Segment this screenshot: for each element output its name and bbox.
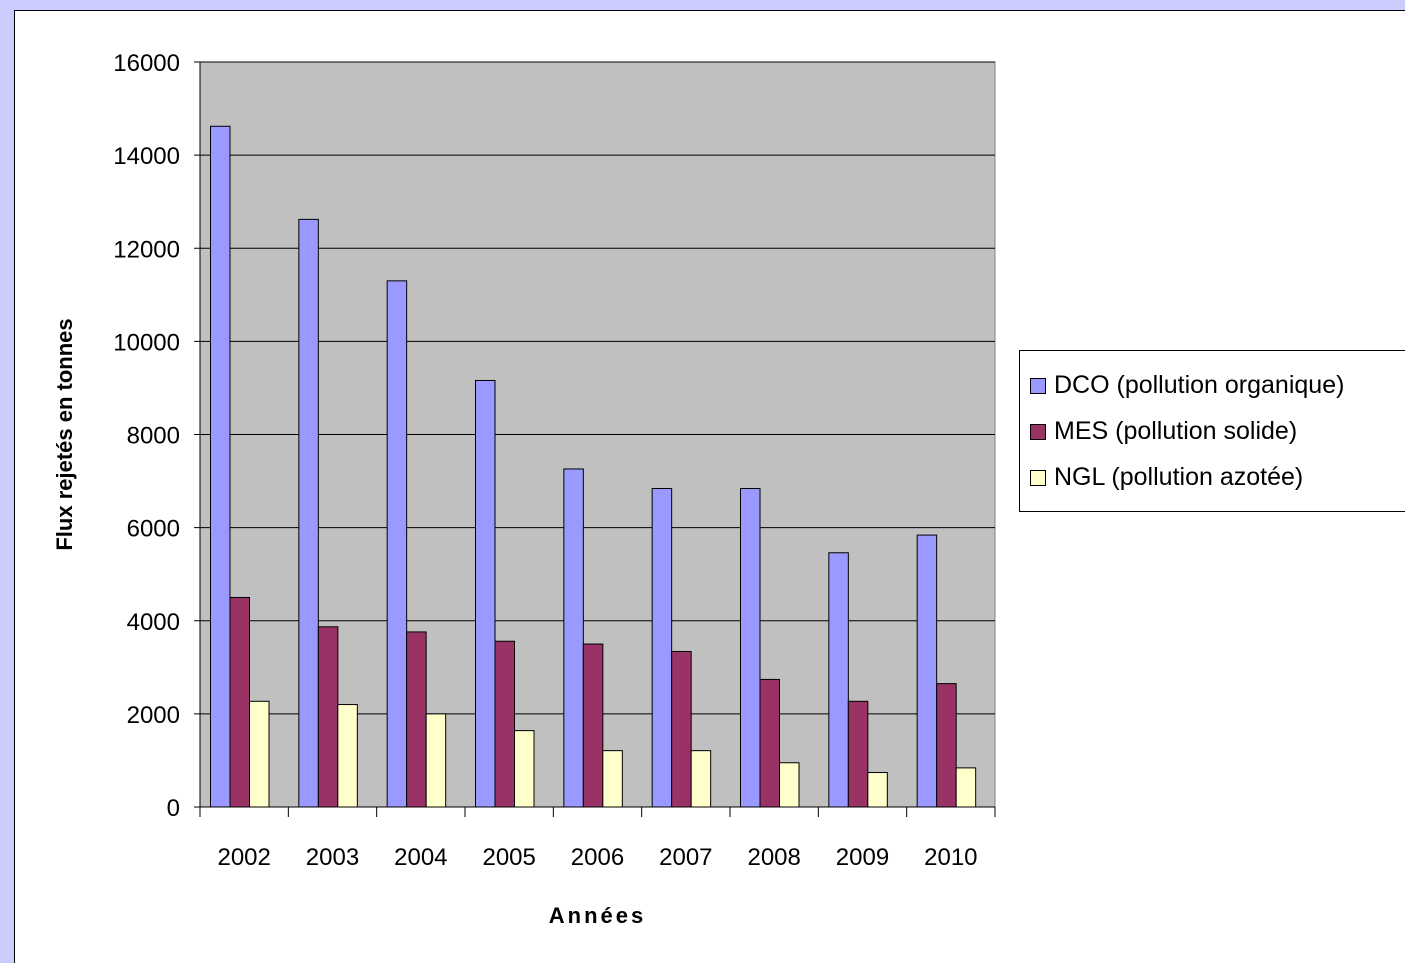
bar-2002-1 [229, 596, 250, 808]
bar-2003-0 [298, 218, 319, 808]
y-tick-label: 16000 [113, 50, 180, 77]
bar-2007-2 [690, 750, 712, 808]
bar-2005-2 [514, 730, 535, 808]
y-tick-label: 8000 [127, 423, 180, 450]
bar-2008-0 [740, 488, 761, 808]
x-tick-label: 2004 [394, 844, 447, 871]
x-tick-label: 2008 [747, 844, 800, 871]
bars [210, 125, 977, 808]
bar-2003-1 [317, 626, 339, 808]
y-tick-label: 12000 [113, 236, 180, 263]
x-tick-label: 2002 [217, 844, 270, 871]
bar-2007-0 [651, 488, 673, 808]
x-tick-label: 2007 [659, 844, 712, 871]
x-tick-label: 2009 [836, 844, 889, 871]
legend-item-mes: MES (pollution solide) [1030, 417, 1297, 446]
bar-2002-0 [210, 125, 231, 808]
y-tick-label: 2000 [127, 702, 180, 729]
legend-swatch-mes [1030, 423, 1046, 440]
legend-label-mes: MES (pollution solide) [1054, 417, 1298, 445]
bar-2004-1 [406, 631, 427, 808]
x-axis-title: Années [549, 903, 646, 928]
x-tick-label: 2003 [306, 844, 359, 871]
legend-swatch-ngl [1030, 469, 1046, 486]
y-tick-label: 10000 [113, 329, 180, 356]
chart-legend: DCO (pollution organique) MES (pollution… [1019, 350, 1405, 512]
bar-2009-2 [867, 772, 888, 808]
bar-2010-1 [936, 683, 957, 808]
bar-2003-2 [337, 704, 358, 808]
legend-swatch-dco [1030, 377, 1046, 394]
bar-2008-1 [759, 678, 780, 808]
y-tick-label: 0 [167, 795, 180, 822]
bar-2005-0 [475, 379, 496, 808]
y-axis-title: Flux rejetés en tonnes [52, 318, 77, 550]
legend-label-dco: DCO (pollution organique) [1054, 371, 1345, 399]
bar-2007-1 [671, 650, 692, 808]
y-tick-label: 6000 [127, 516, 180, 543]
bar-2008-2 [779, 762, 800, 808]
bar-2002-2 [249, 700, 270, 808]
bar-2006-2 [602, 750, 623, 808]
bar-2010-0 [916, 534, 938, 808]
bar-2009-0 [828, 552, 849, 808]
bar-2004-0 [386, 280, 408, 808]
x-tick-label: 2010 [924, 844, 977, 871]
y-tick-label: 4000 [127, 609, 180, 636]
legend-item-dco: DCO (pollution organique) [1030, 371, 1344, 400]
axes [194, 61, 996, 817]
legend-item-ngl: NGL (pollution azotée) [1030, 463, 1303, 492]
x-tick-label: 2006 [571, 844, 624, 871]
y-tick-labels: 0 2000 4000 6000 8000 10000 12000 14000 16000 [113, 50, 180, 822]
legend-label-ngl: NGL (pollution azotée) [1054, 463, 1304, 491]
y-tick-label: 14000 [113, 143, 180, 170]
bar-2005-1 [494, 640, 515, 808]
bar-2006-0 [563, 468, 584, 808]
bar-2004-2 [425, 713, 447, 808]
bar-2010-2 [955, 767, 977, 808]
bar-2006-1 [582, 643, 604, 808]
x-tick-label: 2005 [482, 844, 535, 871]
bar-2009-1 [847, 700, 869, 808]
x-tick-labels: 2002 2003 2004 2005 2006 2007 2008 2009 2010 [217, 844, 977, 871]
